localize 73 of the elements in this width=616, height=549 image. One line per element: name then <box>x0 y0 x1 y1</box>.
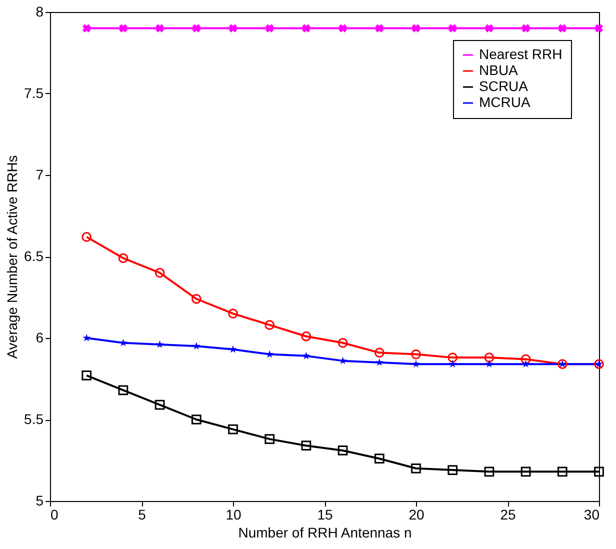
y-tick-label: 7.5 <box>24 85 44 101</box>
y-tick-label: 5.5 <box>24 411 44 427</box>
y-tick-label: 8 <box>36 4 44 20</box>
y-axis-title: Average Number of Active RRHs <box>4 155 20 359</box>
point <box>338 24 347 32</box>
point <box>191 414 202 424</box>
point <box>522 24 530 32</box>
point <box>412 24 420 32</box>
point <box>375 24 384 32</box>
point <box>448 465 458 475</box>
point <box>265 24 274 32</box>
point <box>374 454 384 464</box>
point <box>264 320 275 330</box>
point <box>302 24 310 32</box>
point <box>338 446 348 456</box>
x-tick-label: 30 <box>584 506 600 522</box>
point <box>594 466 604 477</box>
point <box>520 354 531 364</box>
point <box>192 342 200 350</box>
x-axis-title: Number of RRH Antennas n <box>238 524 412 540</box>
x-tick-label: 10 <box>226 506 242 522</box>
point <box>522 360 530 368</box>
point <box>118 253 128 264</box>
point <box>448 360 457 368</box>
y-tick-label: 7 <box>36 166 44 182</box>
point <box>411 349 421 360</box>
point <box>301 331 312 342</box>
point <box>338 338 348 348</box>
y-tick-label: 6.5 <box>24 248 44 264</box>
point <box>412 360 420 368</box>
y-tick-label: 6 <box>36 330 44 346</box>
point <box>374 348 384 358</box>
legend-label: NBUA <box>479 62 519 78</box>
legend-label: Nearest RRH <box>479 46 562 62</box>
point <box>264 434 275 444</box>
point <box>118 385 128 396</box>
point <box>82 334 91 342</box>
point <box>411 463 421 474</box>
point <box>156 24 164 32</box>
point <box>119 24 128 32</box>
point <box>484 466 494 477</box>
point <box>229 345 237 353</box>
x-tick-label: 20 <box>408 506 424 522</box>
point <box>82 24 91 32</box>
legend-label: MCRUA <box>479 94 531 110</box>
point <box>594 24 604 32</box>
y-tick-label: 5 <box>36 492 44 508</box>
point <box>557 466 568 477</box>
point <box>484 352 494 362</box>
point <box>485 360 494 368</box>
legend-label: SCRUA <box>479 78 529 94</box>
point <box>82 232 92 242</box>
point <box>228 24 238 32</box>
point <box>302 352 310 360</box>
point <box>375 358 384 366</box>
point <box>558 24 567 32</box>
point <box>228 424 238 434</box>
point <box>154 400 165 410</box>
point <box>485 24 494 32</box>
x-tick-label: 5 <box>138 506 146 522</box>
point <box>448 24 457 32</box>
point <box>520 466 531 477</box>
x-tick-label: 15 <box>317 506 333 522</box>
x-tick-label: 25 <box>500 506 516 522</box>
point <box>228 308 238 318</box>
point <box>301 440 312 451</box>
point <box>191 294 202 304</box>
point <box>82 370 92 380</box>
point <box>156 340 164 348</box>
point <box>192 24 201 32</box>
point <box>154 268 165 278</box>
x-tick-label: 0 <box>50 506 58 522</box>
point <box>448 352 458 362</box>
